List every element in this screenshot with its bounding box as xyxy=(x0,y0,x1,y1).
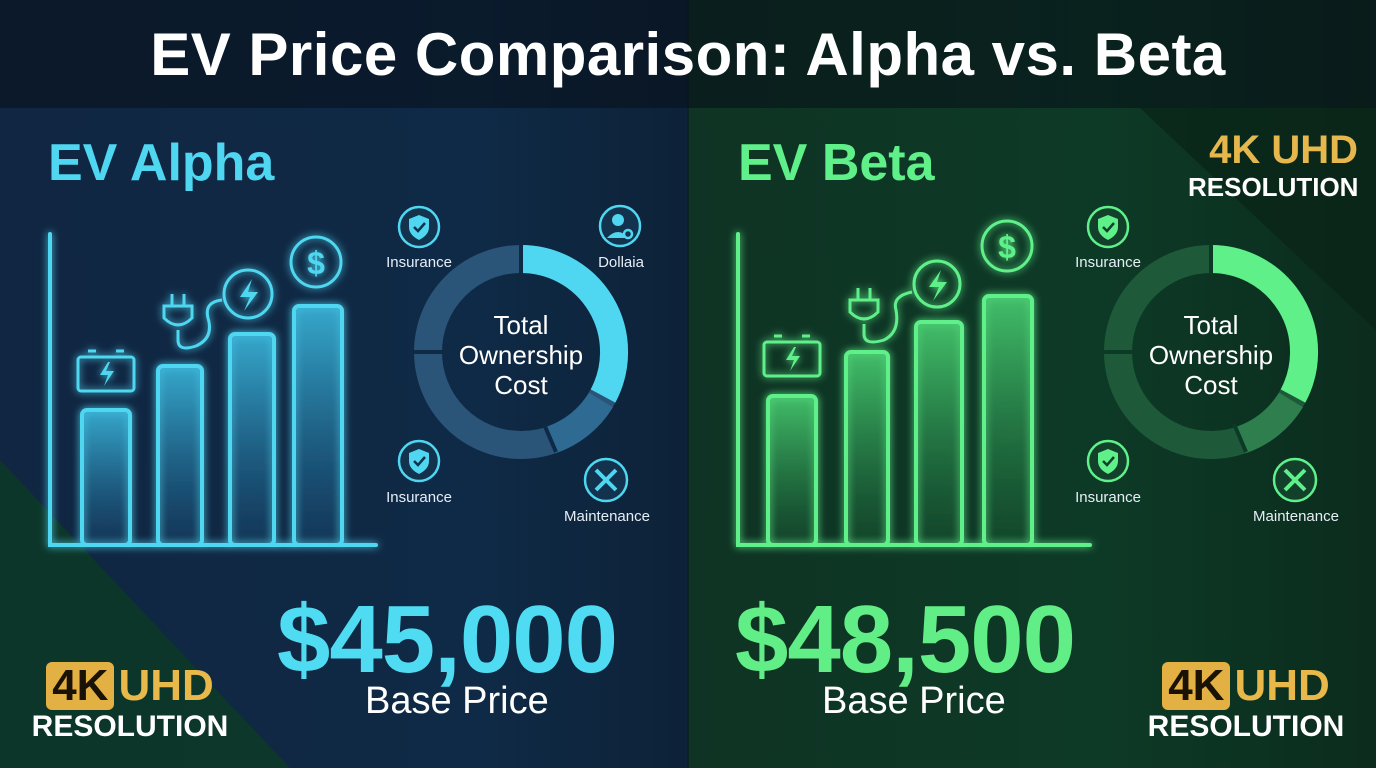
user-icon xyxy=(598,204,642,248)
donut-line-1: Total xyxy=(1183,310,1239,340)
uhd-badge-left: 4K UHD RESOLUTION xyxy=(30,662,230,744)
badge-4k: 4K xyxy=(46,662,115,710)
lightning-icon xyxy=(912,259,962,309)
alpha-insurance-label: Insurance xyxy=(386,254,452,271)
beta-insurance-label-2: Insurance xyxy=(1075,489,1141,506)
battery-icon xyxy=(76,349,136,393)
ev-beta-heading: EV Beta xyxy=(738,134,935,192)
donut-line-3: Cost xyxy=(494,370,548,400)
donut-line-3: Cost xyxy=(1184,370,1238,400)
beta-maintenance-label: Maintenance xyxy=(1253,508,1339,525)
uhd-badge-top: 4K UHD RESOLUTION xyxy=(1188,128,1358,202)
badge-resolution: RESOLUTION xyxy=(1188,172,1359,202)
ev-alpha-heading: EV Alpha xyxy=(48,134,275,192)
page-title: EV Price Comparison: Alpha vs. Beta xyxy=(150,21,1226,88)
beta-donut-center: Total Ownership Cost xyxy=(1126,310,1296,400)
beta-price-label: Base Price xyxy=(822,680,1006,722)
alpha-bar-chart: $ xyxy=(48,232,378,547)
dollar-icon: $ xyxy=(980,219,1034,273)
title-bar xyxy=(0,0,1376,108)
plug-icon xyxy=(848,288,913,344)
alpha-bar-2 xyxy=(156,364,204,547)
alpha-dollaia-label: Dollaia xyxy=(598,254,644,271)
lightning-icon xyxy=(222,268,274,320)
beta-bar-3 xyxy=(914,320,964,547)
svg-text:$: $ xyxy=(307,245,325,281)
battery-icon xyxy=(762,334,822,378)
alpha-price: $45,000 xyxy=(277,586,618,693)
plug-icon xyxy=(162,294,223,350)
alpha-bar-3 xyxy=(228,332,276,547)
badge-4k-uhd: 4K UHD xyxy=(1209,128,1358,172)
alpha-insurance-label-2: Insurance xyxy=(386,489,452,506)
badge-uhd: UHD xyxy=(118,661,214,710)
alpha-price-label: Base Price xyxy=(365,680,549,722)
badge-resolution: RESOLUTION xyxy=(31,710,229,743)
alpha-donut-center: Total Ownership Cost xyxy=(436,310,606,400)
tools-icon xyxy=(583,457,629,503)
shield-icon xyxy=(397,205,441,249)
donut-line-2: Ownership xyxy=(1148,340,1274,370)
shield-icon xyxy=(1086,205,1130,249)
beta-insurance-label: Insurance xyxy=(1075,254,1141,271)
badge-uhd: UHD xyxy=(1234,661,1330,710)
alpha-bar-1 xyxy=(80,408,132,547)
dollar-icon: $ xyxy=(289,235,343,289)
uhd-badge-right: 4K UHD RESOLUTION xyxy=(1146,662,1346,744)
beta-bar-1 xyxy=(766,394,818,547)
beta-donut-chart xyxy=(1102,244,1319,459)
badge-resolution: RESOLUTION xyxy=(1147,710,1345,743)
shield-icon xyxy=(397,439,441,483)
alpha-bar-4 xyxy=(292,304,344,547)
beta-bar-2 xyxy=(844,350,890,547)
shield-icon xyxy=(1086,439,1130,483)
beta-bar-chart: $ xyxy=(736,219,1092,547)
beta-bar-4 xyxy=(982,294,1034,547)
svg-text:$: $ xyxy=(998,229,1016,265)
donut-line-1: Total xyxy=(493,310,549,340)
tools-icon xyxy=(1272,457,1318,503)
alpha-donut-chart xyxy=(412,244,629,459)
badge-4k: 4K xyxy=(1162,662,1231,710)
beta-price: $48,500 xyxy=(735,586,1076,693)
alpha-maintenance-label: Maintenance xyxy=(564,508,650,525)
donut-line-2: Ownership xyxy=(458,340,584,370)
